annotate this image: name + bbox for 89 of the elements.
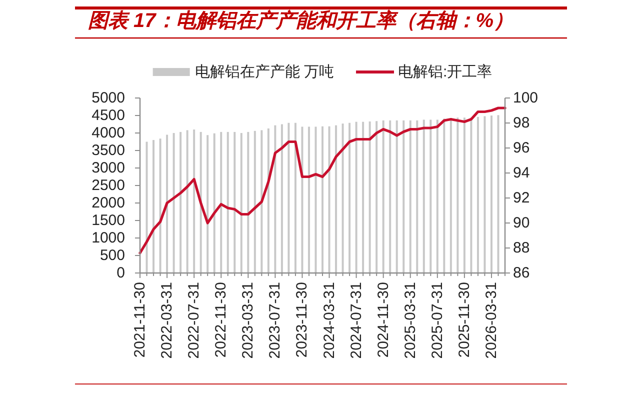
y-tick-label: 2000 xyxy=(92,194,125,212)
bar xyxy=(450,118,452,273)
bar xyxy=(226,132,229,273)
x-tick-label: 2025-03-31 xyxy=(402,282,419,359)
bar xyxy=(220,132,222,273)
x-tick-label: 2024-03-31 xyxy=(320,282,338,359)
y2-tick-label: 90 xyxy=(513,214,530,232)
bar xyxy=(280,124,283,273)
bar xyxy=(396,120,398,273)
chart-title: 图表 17：电解铝在产产能和开工率（右轴：%） xyxy=(88,9,514,32)
x-tick-label: 2025-07-31 xyxy=(428,282,446,359)
bar xyxy=(186,130,188,273)
y2-tick-label: 86 xyxy=(513,264,530,282)
bar xyxy=(436,120,438,273)
y-tick-label: 0 xyxy=(116,264,125,282)
y2-tick-label: 92 xyxy=(513,190,530,206)
y2-tick-label: 98 xyxy=(513,114,530,132)
bar xyxy=(422,120,425,273)
bar xyxy=(463,118,466,273)
y-tick-label: 3500 xyxy=(92,142,125,159)
bar xyxy=(260,130,263,273)
bar xyxy=(166,134,168,273)
x-tick-label: 2026-03-31 xyxy=(482,282,500,359)
bar xyxy=(213,133,216,273)
y2-tick-label: 88 xyxy=(513,240,530,256)
y-tick-label: 4500 xyxy=(92,107,125,124)
bar xyxy=(240,133,242,273)
bar xyxy=(146,142,148,273)
bar xyxy=(172,133,175,273)
x-tick-label: 2025-11-30 xyxy=(456,282,473,358)
bar xyxy=(301,126,304,273)
bar xyxy=(314,126,317,273)
legend-label: 电解铝在产产能 万吨 xyxy=(194,64,334,80)
bar xyxy=(193,130,196,273)
bar xyxy=(476,116,479,273)
y-tick-label: 3000 xyxy=(92,160,125,176)
bar xyxy=(180,132,182,273)
bar xyxy=(348,122,351,273)
bar xyxy=(206,135,209,273)
bar xyxy=(402,120,405,273)
bar xyxy=(152,140,155,273)
x-tick-label: 2023-11-30 xyxy=(294,282,311,358)
bar xyxy=(322,126,324,273)
bar xyxy=(362,122,364,273)
x-tick-label: 2024-11-30 xyxy=(374,282,392,358)
x-tick-label: 2022-07-31 xyxy=(186,282,203,359)
bar xyxy=(342,124,344,273)
y-tick-label: 5000 xyxy=(92,90,125,106)
bar xyxy=(328,126,330,273)
legend-label: 电解铝:开工率 xyxy=(398,64,492,80)
bar xyxy=(443,118,446,273)
bar xyxy=(416,120,418,273)
x-tick-label: 2022-11-30 xyxy=(212,282,230,358)
bar xyxy=(456,118,459,273)
x-tick-label: 2023-07-31 xyxy=(266,282,284,359)
bar xyxy=(470,118,472,273)
y-tick-label: 1500 xyxy=(92,212,125,229)
bar xyxy=(254,130,256,273)
bar xyxy=(247,132,250,273)
x-tick-label: 2022-03-31 xyxy=(158,282,176,359)
bar xyxy=(308,126,310,273)
bar xyxy=(409,120,412,273)
bar xyxy=(368,121,371,273)
bar xyxy=(355,122,358,273)
y2-tick-label: 94 xyxy=(513,164,530,182)
bar xyxy=(490,116,492,273)
y-tick-label: 4000 xyxy=(92,124,125,142)
x-tick-label: 2021-11-30 xyxy=(132,282,148,358)
x-tick-label: 2023-03-31 xyxy=(240,282,257,359)
y-tick-label: 500 xyxy=(100,247,125,264)
bar xyxy=(159,138,162,273)
bar xyxy=(294,122,296,273)
bar xyxy=(430,120,432,273)
y2-tick-label: 96 xyxy=(513,140,530,156)
y-tick-label: 2500 xyxy=(92,177,125,194)
y-tick-label: 1000 xyxy=(92,230,125,246)
x-tick-label: 2024-07-31 xyxy=(348,282,365,359)
bar xyxy=(389,120,392,273)
bar xyxy=(274,125,276,273)
bar xyxy=(288,122,290,273)
bar xyxy=(484,116,486,273)
bar xyxy=(382,120,384,273)
bar xyxy=(200,132,202,273)
bar xyxy=(497,115,500,273)
y2-tick-label: 100 xyxy=(513,90,538,106)
bar xyxy=(267,128,270,273)
bar xyxy=(335,125,338,273)
bar xyxy=(234,132,236,273)
bar xyxy=(376,121,378,273)
